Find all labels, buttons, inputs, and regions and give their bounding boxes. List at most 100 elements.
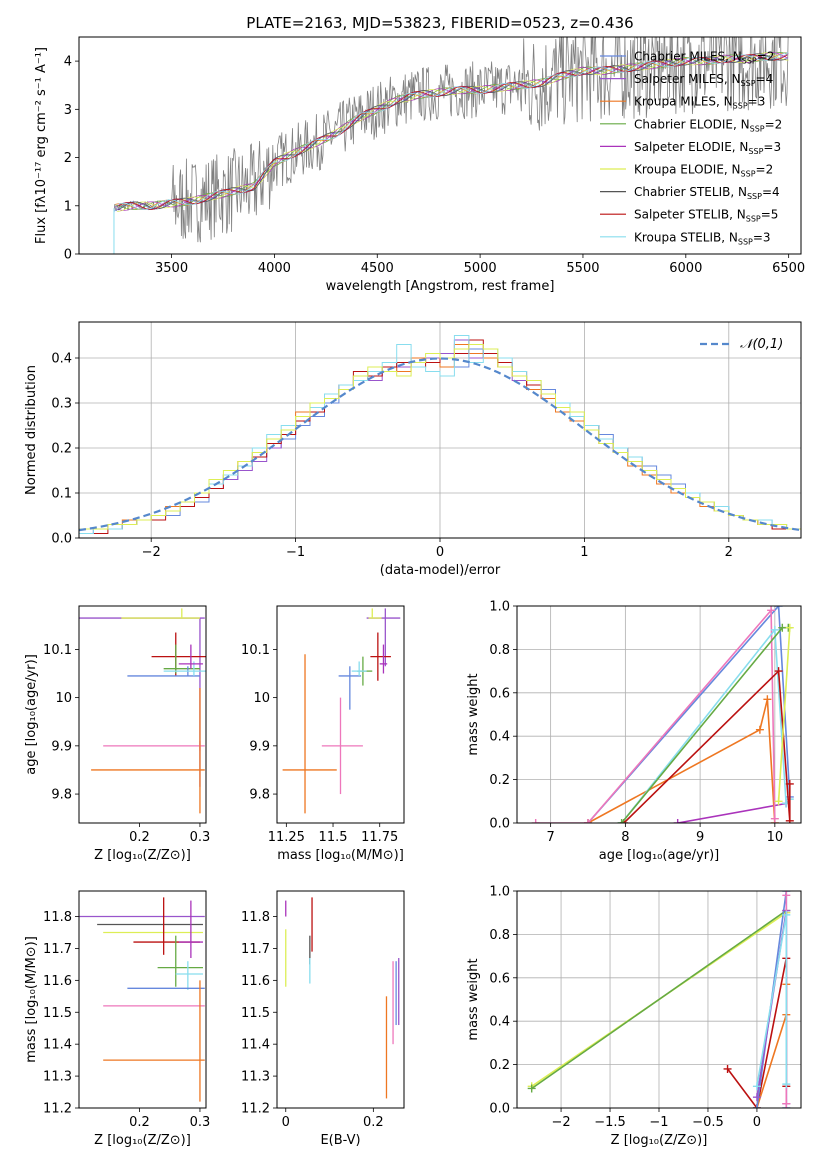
legend-label-count: =2 [765, 117, 783, 131]
x-tick-label: 0.2 [363, 1115, 384, 1130]
legend-label: Chabrier ELODIE, NSSP=2 [634, 117, 782, 133]
legend-label-subscript: SSP [742, 57, 757, 66]
residuals-x-axis-label: (data-model)/error [380, 563, 501, 578]
weight-point-marker [782, 910, 791, 919]
legend-label: Salpeter ELODIE, NSSP=3 [634, 140, 781, 156]
y-tick-label: 0 [64, 248, 72, 263]
legend-label-count: =3 [753, 230, 771, 244]
weight-series-line [535, 608, 776, 823]
weight-series-line [587, 606, 791, 823]
y-tick-label: 11.5 [43, 1006, 72, 1021]
model-line [115, 52, 787, 210]
age_vs_mass-plot-area [282, 608, 401, 814]
y-tick-label: 11.4 [241, 1038, 270, 1053]
weight-point-marker [782, 1080, 791, 1089]
legend-label-text: Chabrier ELODIE, N [634, 117, 750, 131]
weight-point-marker [770, 625, 779, 634]
weight-point-marker [785, 779, 794, 788]
y-tick-label: 10.1 [43, 643, 72, 658]
mass_vs_ebv-plot-area [285, 897, 400, 1099]
y-tick-label: 0.6 [489, 686, 510, 701]
weight-point-marker [752, 1093, 761, 1102]
legend-label-subscript: SSP [750, 124, 765, 133]
weight-series-line [623, 669, 791, 823]
legend-label-text: Chabrier MILES, N [634, 50, 742, 64]
y-tick-label: 1.0 [489, 885, 510, 900]
weight-point-marker [774, 797, 783, 806]
axes-frame [276, 890, 405, 1109]
legend-label-subscript: SSP [746, 215, 761, 224]
x-tick-label: 6000 [669, 261, 702, 276]
weight-point-marker [785, 816, 794, 823]
x-tick-label: 11.75 [361, 830, 398, 845]
legend-label-text: Salpeter MILES, N [634, 72, 741, 86]
x-tick-label: 0 [282, 1115, 290, 1130]
model-line [116, 52, 788, 211]
y-tick-label: 11.8 [241, 910, 270, 925]
y-tick-label: 9.8 [249, 788, 270, 803]
x-tick-label: −0.5 [692, 1115, 724, 1130]
legend-label: Kroupa ELODIE, NSSP=2 [634, 163, 773, 179]
model-line [118, 52, 788, 210]
weight_vs_age-y-axis-label: mass weight [466, 673, 481, 755]
model-line [118, 54, 788, 210]
legend-label: Kroupa MILES, NSSP=3 [634, 95, 765, 111]
y-tick-label: 10.1 [241, 643, 270, 658]
x-tick-label: 5000 [464, 261, 497, 276]
x-tick-label: 6500 [772, 261, 805, 276]
normal-curve [79, 357, 801, 532]
x-tick-label: 0.3 [190, 1115, 211, 1130]
x-tick-label: 11.5 [319, 830, 348, 845]
figure-title: PLATE=2163, MJD=53823, FIBERID=0523, z=0… [246, 14, 633, 32]
axes-frame [78, 890, 207, 1109]
legend-label-count: =3 [748, 95, 766, 109]
weight-point-marker [755, 725, 764, 734]
data-spectrum-line [113, 37, 789, 243]
x-tick-label: −1.5 [594, 1115, 626, 1130]
weight-point-marker [584, 819, 592, 823]
y-tick-label: 9.9 [249, 739, 270, 754]
y-tick-label: 11.3 [241, 1070, 270, 1085]
y-tick-label: 0.6 [489, 971, 510, 986]
weight_vs_age-plot-area [517, 606, 801, 823]
chart-layer: 3500 4000 4500 5000 5500 6000 6500 0 1 2 3 4 wavelen… [24, 36, 805, 1148]
weight-series-line [677, 802, 787, 823]
residuals-plot-area [79, 322, 801, 538]
y-tick-label: 0.0 [51, 532, 72, 547]
legend-label-subscript: SSP [748, 147, 763, 156]
y-tick-label: 10 [55, 691, 72, 706]
x-tick-label: 2 [725, 545, 733, 560]
legend-label: Salpeter STELIB, NSSP=5 [634, 208, 778, 224]
age_vs_Z-y-axis-label: age [log₁₀(age/yr)] [24, 654, 39, 775]
legend-label-count: =2 [756, 163, 774, 177]
mass_vs_Z-y-axis-label: mass [log₁₀(M/M⊙)] [24, 936, 39, 1063]
x-tick-label: −1 [649, 1115, 668, 1130]
legend-label-text: Kroupa MILES, N [634, 95, 733, 109]
weight-series-line [620, 627, 791, 823]
legend-label-text: Chabrier STELIB, N [634, 185, 747, 199]
weight-point-marker [774, 667, 783, 676]
y-tick-label: 11.6 [43, 974, 72, 989]
x-tick-label: 9 [696, 830, 704, 845]
x-tick-label: 11.25 [268, 830, 305, 845]
y-tick-label: 0.0 [489, 1102, 510, 1117]
x-tick-label: 8 [621, 830, 629, 845]
y-tick-label: 11.6 [241, 974, 270, 989]
y-tick-label: 0.8 [489, 643, 510, 658]
x-tick-label: −1 [286, 545, 305, 560]
model-line [117, 53, 787, 211]
legend-label-subscript: SSP [733, 102, 748, 111]
weight_vs_Z-plot-area [517, 891, 801, 1108]
legend-label-text: Kroupa STELIB, N [634, 230, 738, 244]
weight-point-marker [531, 819, 540, 823]
y-tick-label: 0.4 [489, 730, 510, 745]
x-tick-label: 4000 [258, 261, 291, 276]
legend-label: Chabrier STELIB, NSSP=4 [634, 185, 780, 201]
y-tick-label: 2 [64, 151, 72, 166]
y-tick-label: 4 [64, 55, 72, 70]
axes-frame [78, 321, 802, 539]
y-tick-label: 11.3 [43, 1070, 72, 1085]
y-tick-label: 0.4 [489, 1015, 510, 1030]
weight-point-marker [785, 623, 794, 632]
weight-point-marker [723, 1064, 732, 1073]
